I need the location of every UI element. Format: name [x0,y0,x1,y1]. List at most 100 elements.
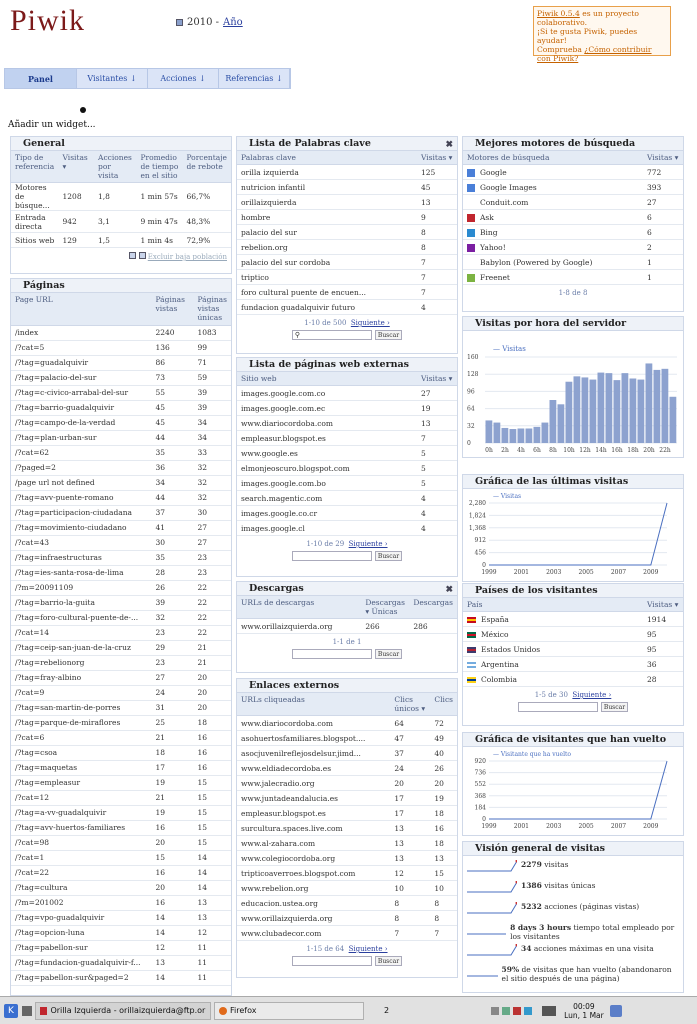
table-row[interactable]: www.rebelion.org 10 10 [237,880,457,896]
table-row[interactable]: /?tag=palacio-del-sur 73 59 [11,370,231,386]
table-row[interactable]: www.orillaizquierda.org 8 8 [237,910,457,926]
table-row[interactable]: fundacion guadalquivir futuro 4 [237,299,457,315]
table-row[interactable]: /?tag=vpo-guadalquivir 14 13 [11,910,231,926]
table-row[interactable]: www.google.es 5 [237,445,457,461]
col-keyword[interactable]: Palabras clave [237,151,417,165]
table-row[interactable]: /?cat=6 21 16 [11,730,231,746]
table-row[interactable]: asohuertosfamiliares.blogspot.... 47 49 [237,730,457,746]
col-page-url[interactable]: Page URL [11,293,152,326]
col-actions-per-visit[interactable]: Acciones por visita [94,151,137,183]
search-input[interactable]: ⚲ [291,330,372,340]
widget-title[interactable]: Mejores motores de búsqueda [463,137,683,151]
col-clicked-url[interactable]: URLs cliqueadas [237,693,391,716]
search-input[interactable] [517,702,598,712]
table-row[interactable]: /?cat=22 16 14 [11,865,231,881]
table-row[interactable]: /?cat=43 30 27 [11,535,231,551]
table-row[interactable]: elmonjeoscuro.blogspot.com 5 [237,460,457,476]
table-row[interactable]: /?tag=barrio-la-guita 39 22 [11,595,231,611]
table-view-icon[interactable] [129,252,137,259]
table-row[interactable]: Conduit.com 27 [463,194,683,210]
table-row[interactable]: hombre 9 [237,209,457,225]
nav-panel[interactable]: Panel [5,69,77,88]
table-row[interactable]: orilla izquierda 125 [237,164,457,180]
table-row[interactable]: Bing 6 [463,224,683,240]
nav-visitors[interactable]: Visitantes ↓ [77,69,148,88]
col-country[interactable]: País [463,598,643,612]
table-row[interactable]: Estados Unidos 95 [463,641,683,657]
table-row[interactable]: España 1914 [463,611,683,627]
tray-icon[interactable] [491,1006,500,1015]
table-row[interactable]: foro cultural puente de encuen... 7 [237,284,457,300]
search-button[interactable]: Buscar [374,956,403,966]
table-row[interactable]: nutricion infantil 45 [237,179,457,195]
table-row[interactable]: /?tag=opcion-luna 14 12 [11,925,231,941]
next-link[interactable]: Siguiente › [572,691,612,699]
table-row[interactable]: México 95 [463,626,683,642]
table-row[interactable]: empleasur.blogspot.es 7 [237,430,457,446]
widget-title[interactable]: Lista de Palabras clave ✖ [237,137,457,151]
table-row[interactable]: Entrada directa 942 3,1 9 min 47s 48,3% [11,210,231,233]
table-row[interactable]: /?tag=movimiento-ciudadano 41 27 [11,520,231,536]
table-row[interactable]: empleasur.blogspot.es 17 18 [237,805,457,821]
table-row[interactable]: /?cat=5 136 99 [11,340,231,356]
table-row[interactable]: /?tag=barrio-guadalquivir 45 39 [11,400,231,416]
table-row[interactable]: /?tag=fray-albino 27 20 [11,670,231,686]
col-engine[interactable]: Motores de búsqueda [463,151,643,165]
table-row[interactable]: /?cat=1 15 14 [11,850,231,866]
table-options-icon[interactable] [138,252,146,259]
table-row[interactable]: /?tag=pabellon-sur 12 11 [11,940,231,956]
table-row[interactable]: /?tag=fundacion-guadalquivir-f... 13 11 [11,955,231,971]
bar[interactable] [661,368,669,443]
col-clicks[interactable]: Clics [430,693,457,716]
col-referrer-type[interactable]: Tipo de referencia [11,151,59,183]
search-input[interactable] [291,649,372,659]
widget-title[interactable]: Lista de páginas web externas [237,358,457,372]
search-button[interactable]: Buscar [374,551,403,561]
nav-actions[interactable]: Acciones ↓ [148,69,219,88]
col-pageviews[interactable]: Páginas vistas [151,293,194,326]
nav-referrers[interactable]: Referencias ↓ [219,69,290,88]
col-avg-time[interactable]: Promedio de tiempo en el sitio [136,151,183,183]
table-row[interactable]: /?tag=guadalquivir 86 71 [11,355,231,371]
table-row[interactable]: /?cat=62 35 33 [11,445,231,461]
table-row[interactable]: www.orillaizquierda.org 266 286 [237,618,457,634]
table-row[interactable]: /?tag=csoa 18 16 [11,745,231,761]
table-row[interactable]: /?tag=parque-de-miraflores 25 18 [11,715,231,731]
bar[interactable] [645,363,653,443]
period-link[interactable]: Año [223,17,243,28]
table-row[interactable]: images.google.com.co 27 [237,385,457,401]
widget-title[interactable]: Enlaces externos [237,679,457,693]
search-input[interactable] [291,551,372,561]
table-row[interactable]: www.colegiocordoba.org 13 13 [237,850,457,866]
table-row[interactable]: /?tag=c-civico-arrabal-del-sur 55 39 [11,385,231,401]
table-row[interactable]: /?tag=foro-cultural-puente-de-... 32 22 [11,610,231,626]
table-row[interactable]: /?tag=rebelionorg 23 21 [11,655,231,671]
search-input[interactable] [291,956,372,966]
col-visits[interactable]: Visitas ▾ [643,151,683,165]
bar[interactable] [557,404,565,443]
table-row[interactable]: /?cat=12 21 15 [11,790,231,806]
table-row[interactable]: www.diariocordoba.com 13 [237,415,457,431]
widget-title[interactable]: Visitas por hora del servidor [463,317,683,331]
table-row[interactable]: www.jalecradio.org 20 20 [237,775,457,791]
table-row[interactable]: images.google.com.bo 5 [237,475,457,491]
table-row[interactable]: Argentina 36 [463,656,683,672]
table-row[interactable]: /?tag=ceip-san-juan-de-la-cruz 29 21 [11,640,231,656]
table-row[interactable]: /?m=201002 16 13 [11,895,231,911]
col-download-url[interactable]: URLs de descargas [237,596,362,619]
period-selector[interactable]: 2010 - Año [176,17,243,28]
table-row[interactable]: /?tag=maquetas 17 16 [11,760,231,776]
table-row[interactable]: Google 772 [463,164,683,180]
table-row[interactable]: /?tag=san-martin-de-porres 31 20 [11,700,231,716]
widget-title[interactable]: Visión general de visitas [463,842,683,856]
col-visits[interactable]: Visitas ▾ [643,598,683,612]
search-button[interactable]: Buscar [374,649,403,659]
table-row[interactable]: /?tag=avv-huertos-familiares 16 15 [11,820,231,836]
col-unique-downloads[interactable]: Descargas ▾ Únicas [361,596,410,619]
desktop-switcher[interactable]: 2 [384,1006,390,1015]
bar[interactable] [653,369,661,443]
series-line[interactable] [489,760,668,820]
col-website[interactable]: Sitio web [237,372,417,386]
bar[interactable] [605,373,613,443]
table-row[interactable]: Google Images 393 [463,179,683,195]
